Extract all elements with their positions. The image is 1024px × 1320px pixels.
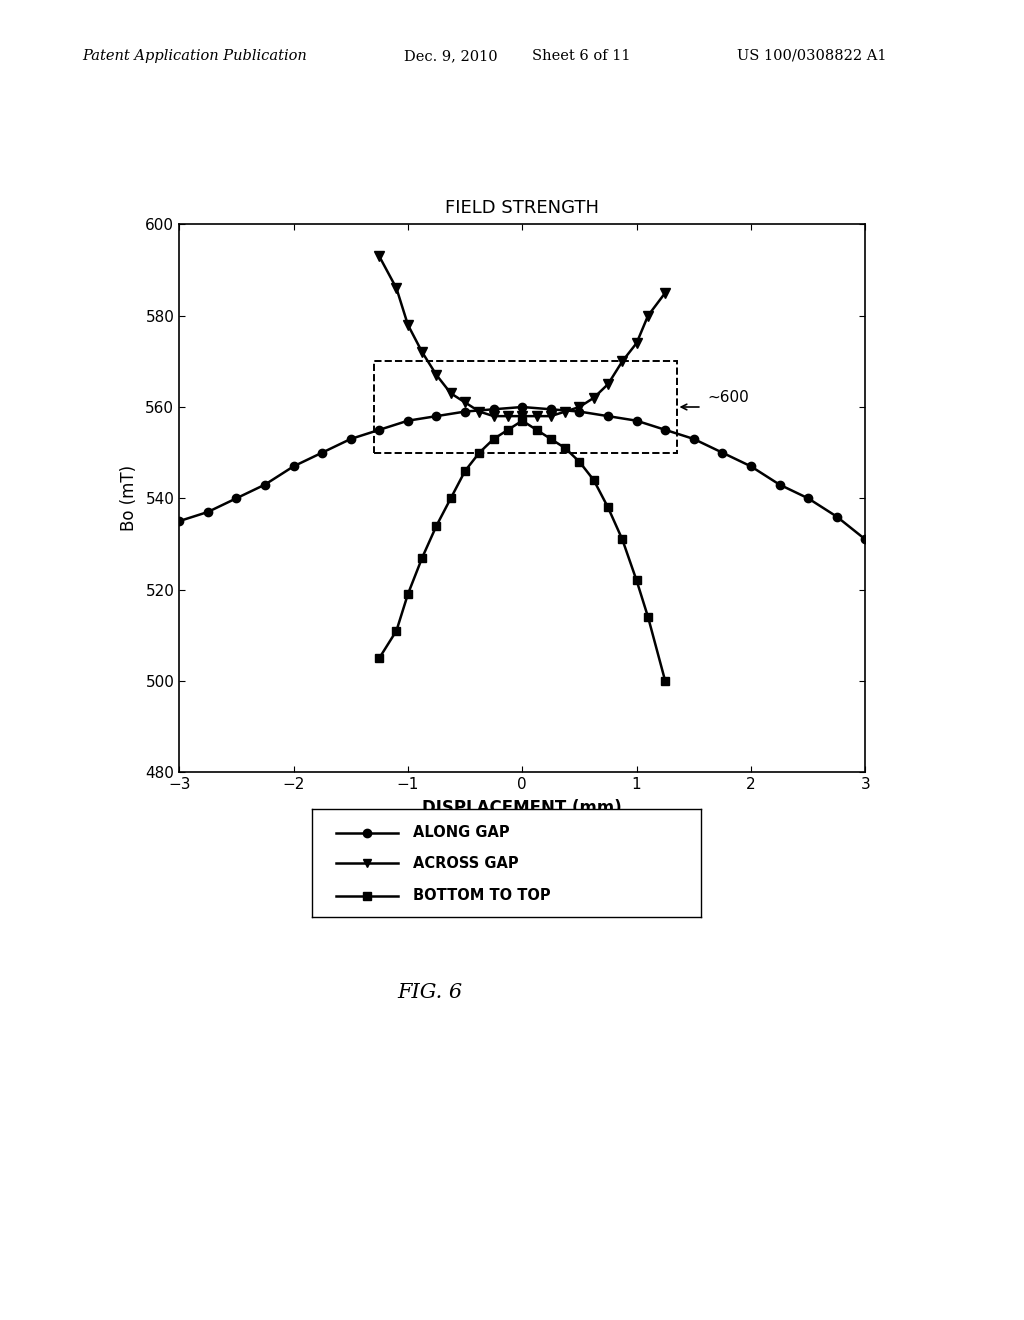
ALONG GAP [430, 408, 442, 424]
Text: Patent Application Publication: Patent Application Publication [82, 49, 306, 63]
Text: ~600: ~600 [708, 391, 750, 405]
ACROSS GAP [430, 367, 442, 383]
ACROSS GAP [487, 408, 500, 424]
BOTTOM TO TOP [444, 490, 457, 506]
ACROSS GAP [545, 408, 557, 424]
Text: ALONG GAP: ALONG GAP [414, 825, 510, 841]
ALONG GAP [744, 458, 757, 474]
X-axis label: DISPLACEMENT (mm): DISPLACEMENT (mm) [422, 799, 623, 817]
ACROSS GAP [390, 280, 402, 296]
Text: Dec. 9, 2010: Dec. 9, 2010 [404, 49, 498, 63]
Bar [374, 362, 677, 453]
BOTTOM TO TOP [659, 673, 672, 689]
ALONG GAP [773, 477, 785, 492]
BOTTOM TO TOP [616, 532, 629, 548]
ALONG GAP [602, 408, 614, 424]
ALONG GAP [802, 490, 814, 506]
BOTTOM TO TOP [473, 445, 485, 461]
ALONG GAP [230, 490, 243, 506]
BOTTOM TO TOP [373, 651, 385, 667]
ACROSS GAP [659, 285, 672, 301]
ALONG GAP [830, 508, 843, 524]
BOTTOM TO TOP [430, 517, 442, 533]
ALONG GAP [716, 445, 728, 461]
BOTTOM TO TOP [416, 549, 428, 565]
Text: FIG. 6: FIG. 6 [397, 983, 463, 1002]
Text: BOTTOM TO TOP: BOTTOM TO TOP [414, 888, 551, 903]
Title: FIELD STRENGTH: FIELD STRENGTH [445, 199, 599, 218]
ALONG GAP [516, 399, 528, 414]
ALONG GAP [173, 513, 185, 529]
ACROSS GAP [573, 399, 586, 414]
ACROSS GAP [401, 317, 414, 333]
ALONG GAP [659, 422, 672, 438]
ALONG GAP [202, 504, 214, 520]
ACROSS GAP [642, 308, 654, 323]
BOTTOM TO TOP [459, 463, 471, 479]
ACROSS GAP [473, 404, 485, 420]
BOTTOM TO TOP [401, 586, 414, 602]
ACROSS GAP [459, 395, 471, 411]
ALONG GAP [573, 404, 586, 420]
ALONG GAP [288, 458, 300, 474]
ACROSS GAP [631, 335, 643, 351]
BOTTOM TO TOP [602, 499, 614, 515]
Line: ACROSS GAP: ACROSS GAP [375, 252, 670, 421]
ALONG GAP [373, 422, 385, 438]
Line: ALONG GAP: ALONG GAP [175, 403, 869, 544]
BOTTOM TO TOP [545, 432, 557, 447]
ACROSS GAP [616, 354, 629, 370]
ACROSS GAP [444, 385, 457, 401]
ACROSS GAP [602, 376, 614, 392]
ACROSS GAP [416, 345, 428, 360]
ACROSS GAP [588, 389, 600, 405]
BOTTOM TO TOP [642, 609, 654, 624]
BOTTOM TO TOP [588, 473, 600, 488]
ACROSS GAP [559, 404, 571, 420]
BOTTOM TO TOP [631, 573, 643, 589]
ALONG GAP [344, 432, 357, 447]
Line: BOTTOM TO TOP: BOTTOM TO TOP [375, 417, 670, 685]
ACROSS GAP [530, 408, 543, 424]
BOTTOM TO TOP [559, 440, 571, 455]
ACROSS GAP [373, 248, 385, 264]
Text: US 100/0308822 A1: US 100/0308822 A1 [737, 49, 887, 63]
Text: Sheet 6 of 11: Sheet 6 of 11 [532, 49, 631, 63]
BOTTOM TO TOP [573, 454, 586, 470]
ALONG GAP [859, 532, 871, 548]
Y-axis label: Bo (mT): Bo (mT) [121, 465, 138, 532]
BOTTOM TO TOP [487, 432, 500, 447]
ACROSS GAP [516, 408, 528, 424]
ALONG GAP [688, 432, 700, 447]
BOTTOM TO TOP [516, 413, 528, 429]
BOTTOM TO TOP [530, 422, 543, 438]
ALONG GAP [487, 401, 500, 417]
Text: ACROSS GAP: ACROSS GAP [414, 855, 519, 871]
BOTTOM TO TOP [390, 623, 402, 639]
ALONG GAP [631, 413, 643, 429]
BOTTOM TO TOP [502, 422, 514, 438]
ALONG GAP [545, 401, 557, 417]
ALONG GAP [259, 477, 271, 492]
ALONG GAP [316, 445, 329, 461]
ALONG GAP [401, 413, 414, 429]
ACROSS GAP [502, 408, 514, 424]
ALONG GAP [459, 404, 471, 420]
